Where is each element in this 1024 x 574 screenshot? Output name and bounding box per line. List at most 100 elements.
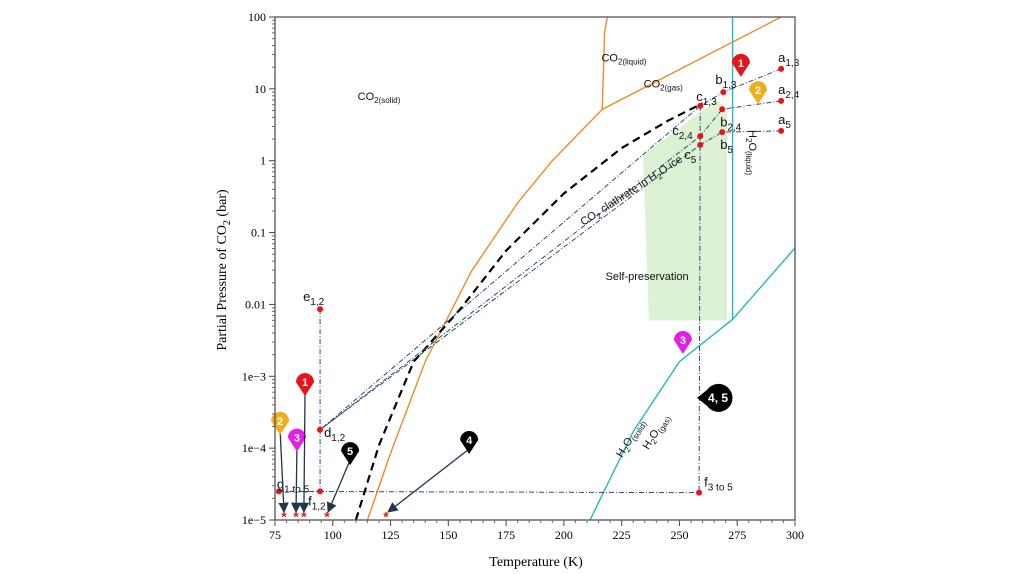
end-marker-asterisk: * bbox=[281, 509, 287, 525]
point-label-c24: c2,4 bbox=[672, 123, 693, 142]
marker-arrow-8 bbox=[387, 448, 470, 513]
annotation-sub2: (gas) bbox=[656, 414, 673, 435]
annotation-main: CO bbox=[601, 53, 618, 65]
point-label-sub: 5 bbox=[785, 120, 791, 131]
point-label-sub: 1,3 bbox=[703, 97, 717, 108]
x-axis-title: Temperature (K) bbox=[489, 555, 583, 570]
point-label-main: a bbox=[778, 82, 786, 97]
y-tick-label: 1e−5 bbox=[242, 513, 266, 527]
point-c13 bbox=[697, 102, 704, 109]
annotation-sub: 2 bbox=[595, 211, 604, 221]
point-f35 bbox=[696, 489, 703, 496]
point-label-b5: b5 bbox=[720, 137, 733, 156]
annotation-co2-gas: CO2(gas) bbox=[644, 78, 684, 92]
pin-marker-label: 1 bbox=[738, 58, 744, 70]
point-label-main: a bbox=[778, 112, 786, 127]
annotation-co2-liquid: CO2(liquid) bbox=[601, 53, 646, 67]
y-axis-title-main: Partial Pressure of CO bbox=[215, 225, 230, 351]
plot-area bbox=[278, 17, 795, 520]
end-marker-asterisk: * bbox=[383, 509, 389, 525]
point-label-sub: 1,3 bbox=[723, 80, 737, 91]
annotation-tail: O bbox=[746, 142, 758, 151]
annotation-self-preservation: Self-preservation bbox=[606, 271, 689, 283]
pin-marker-label: 1 bbox=[302, 377, 308, 389]
point-label-a5: a5 bbox=[778, 112, 791, 131]
x-tick-label: 175 bbox=[497, 528, 515, 542]
x-tick-label: 75 bbox=[269, 528, 281, 542]
annotation-sub: 2(solid) bbox=[374, 96, 401, 105]
y-tick-label: 100 bbox=[248, 10, 266, 24]
point-label-main: b bbox=[720, 114, 727, 129]
pin-marker-label: 4 bbox=[466, 435, 473, 447]
point-a24 bbox=[778, 97, 785, 104]
x-tick-label: 100 bbox=[324, 528, 342, 542]
x-tick-label: 125 bbox=[382, 528, 400, 542]
pin-marker-icon bbox=[697, 383, 733, 412]
x-tick-label: 300 bbox=[786, 528, 804, 542]
point-label-c13: c1,3 bbox=[696, 89, 717, 108]
annotation-sub: 2 bbox=[623, 445, 633, 454]
point-label-main: b bbox=[720, 137, 727, 152]
x-tick-label: 200 bbox=[555, 528, 573, 542]
point-a13 bbox=[778, 65, 785, 72]
end-marker-asterisk: * bbox=[293, 509, 299, 525]
point-label-sub: 1,2 bbox=[310, 297, 324, 308]
y-tick-label: 0.1 bbox=[251, 226, 266, 240]
annotation-sub2: 2 bbox=[656, 171, 665, 181]
point-label-sub: 5 bbox=[691, 155, 697, 166]
point-label-f12: f1,2 bbox=[308, 493, 326, 512]
path-line-5 bbox=[278, 490, 700, 494]
point-c24 bbox=[697, 133, 704, 140]
y-tick-label: 1e−3 bbox=[242, 369, 266, 383]
marker-arrow-6 bbox=[298, 391, 310, 514]
marker-arrow-5 bbox=[290, 446, 302, 514]
point-c5 bbox=[697, 141, 704, 148]
annotation-sub2: (liquid) bbox=[744, 151, 753, 175]
point-b13 bbox=[720, 89, 727, 96]
point-label-main: e bbox=[303, 289, 310, 304]
y-axis-title: Partial Pressure of CO2 (bar) bbox=[215, 189, 233, 351]
pin-marker-icon bbox=[296, 373, 315, 397]
point-label-sub: 1,3 bbox=[785, 58, 799, 69]
annotation-main: Self-preservation bbox=[606, 271, 689, 283]
point-b5 bbox=[719, 129, 726, 136]
point-label-main: f bbox=[308, 493, 312, 508]
pin-marker-label: 2 bbox=[277, 416, 283, 428]
y-tick-label: 0.01 bbox=[245, 297, 266, 311]
point-label-sub: 2,4 bbox=[785, 90, 799, 101]
annotation-sub: 2(liquid) bbox=[618, 58, 647, 67]
annotation-h2o-liquid: H2O(liquid) bbox=[744, 130, 758, 175]
end-marker-asterisk: * bbox=[324, 509, 330, 525]
point-label-main: c bbox=[684, 147, 691, 162]
curve-co2-solid-gas bbox=[366, 108, 603, 520]
pin-marker-icon bbox=[673, 330, 692, 354]
y-tick-label: 1 bbox=[260, 154, 266, 168]
pin-marker-label: 5 bbox=[347, 446, 353, 458]
annotation-sub: 2(gas) bbox=[660, 83, 683, 92]
point-label-sub: 2,4 bbox=[679, 131, 693, 142]
point-label-c5: c5 bbox=[684, 147, 697, 166]
path-line-4 bbox=[698, 105, 701, 493]
y-axis-title-sub: 2 bbox=[222, 220, 233, 225]
pin-marker-icon bbox=[341, 442, 360, 466]
point-label-sub: 1,2 bbox=[312, 501, 326, 512]
point-g bbox=[275, 488, 282, 495]
point-label-main: b bbox=[715, 72, 722, 87]
pin-marker-icon bbox=[731, 53, 750, 77]
curve-clathrate bbox=[354, 102, 704, 520]
pin-marker-icon bbox=[460, 430, 479, 454]
annotation-co2-solid: CO2(solid) bbox=[358, 91, 401, 105]
pin-marker-label: 2 bbox=[755, 85, 761, 97]
point-b24 bbox=[719, 106, 726, 113]
path-line-0 bbox=[319, 68, 782, 431]
curve-h2o-solid-gas bbox=[589, 247, 795, 520]
annotation-h2o-gas: H2O(gas) bbox=[641, 412, 674, 453]
point-label-sub: 5 bbox=[727, 145, 733, 156]
point-label-e12: e1,2 bbox=[303, 289, 325, 308]
pin-marker-icon bbox=[749, 81, 768, 105]
y-tick-label: 1e−4 bbox=[242, 441, 266, 455]
annotation-sub: 2 bbox=[744, 138, 753, 143]
x-tick-label: 150 bbox=[439, 528, 457, 542]
annotation-main: H bbox=[746, 130, 758, 138]
plot-frame bbox=[274, 16, 796, 521]
